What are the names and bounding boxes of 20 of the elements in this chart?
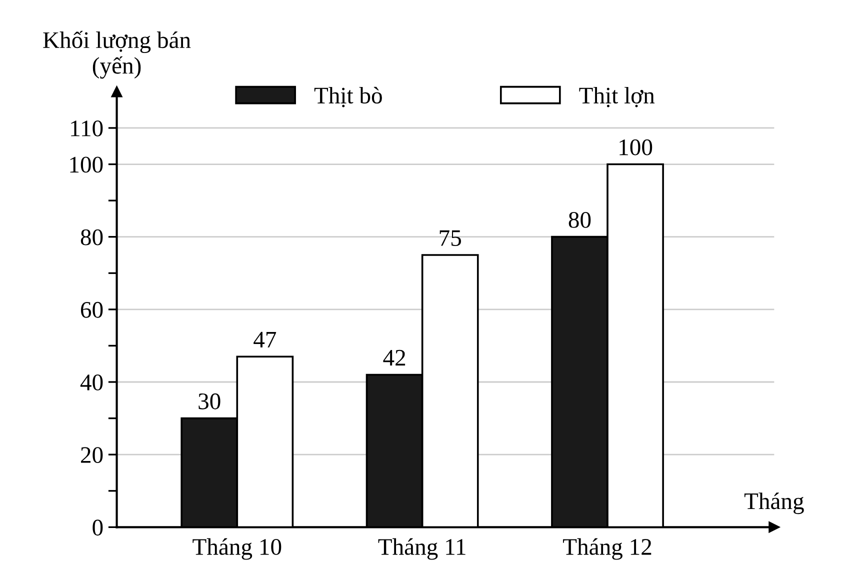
y-axis-title: Khối lượng bán (yến)	[43, 30, 191, 79]
data-label: 47	[254, 332, 276, 348]
y-tick-label: 80	[80, 229, 103, 246]
y-tick-label: 110	[71, 120, 103, 136]
y-tick-label: 0	[92, 520, 103, 536]
x-tick-label: Tháng 11	[378, 538, 466, 560]
x-tick-label: Tháng 10	[192, 538, 282, 560]
data-label: 80	[568, 212, 591, 228]
x-tick-label: Tháng 12	[563, 538, 652, 560]
y-tick-label: 60	[80, 302, 103, 318]
y-tick-label: 100	[70, 156, 103, 173]
data-label: 75	[440, 230, 461, 246]
x-axis-title: Tháng	[744, 492, 804, 514]
legend-label: Thịt lợn	[579, 86, 655, 108]
legend-label: Thịt bò	[314, 86, 382, 108]
y-tick-label: 20	[81, 447, 103, 464]
data-label: 30	[198, 393, 220, 410]
data-label: 100	[620, 139, 652, 156]
y-tick-label: 40	[80, 374, 103, 390]
data-label: 42	[383, 350, 406, 366]
